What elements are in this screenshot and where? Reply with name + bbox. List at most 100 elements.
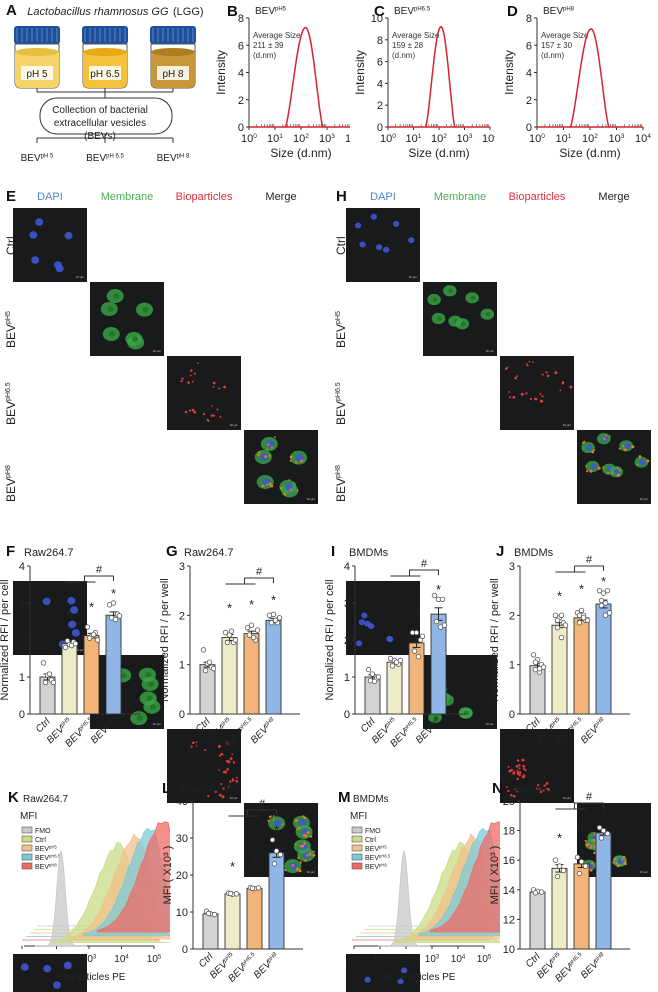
- significance-star: *: [230, 859, 235, 874]
- micrograph-membrane-row-1: 10 μm: [90, 282, 164, 356]
- row-label-ph5: BEVpH5: [4, 311, 18, 348]
- x-category-label: BEVpH8: [579, 716, 609, 746]
- column-header-merge: Merge: [265, 191, 297, 203]
- svg-text:(d.nm): (d.nm): [541, 51, 564, 60]
- scale-bar: 10 μm: [229, 423, 238, 427]
- svg-text:2: 2: [526, 95, 532, 107]
- svg-text:104: 104: [451, 954, 466, 965]
- scale-bar: 10 μm: [75, 648, 84, 652]
- svg-text:2: 2: [344, 635, 350, 647]
- scale-bar: 10 μm: [306, 497, 315, 501]
- svg-text:104: 104: [635, 133, 651, 145]
- collection-box: [39, 97, 173, 135]
- svg-text:101: 101: [373, 954, 388, 965]
- x-axis-label: BioParticles PE: [387, 972, 456, 983]
- svg-text:14: 14: [503, 885, 515, 897]
- svg-text:(d.nm): (d.nm): [392, 51, 415, 60]
- svg-text:2: 2: [509, 610, 515, 622]
- svg-text:4: 4: [344, 561, 350, 573]
- bar-bev-ph8: [265, 611, 283, 715]
- average-size-value: 157 ± 30: [541, 41, 573, 50]
- legend-swatch: [21, 844, 33, 852]
- svg-text:3: 3: [509, 561, 515, 573]
- y-axis-label: Normalized RFI / per cell: [0, 579, 11, 700]
- bar-bev-ph6-5: [573, 854, 590, 950]
- svg-text:103: 103: [82, 954, 97, 965]
- hash-significance: #: [96, 564, 103, 576]
- bar-bev-ph5: [386, 655, 404, 715]
- panel-a-title: Lactobacillus rhamnosus GG: [27, 6, 169, 18]
- bar-bev-ph6-5: [408, 629, 426, 715]
- culture-jar-3: pH 8: [150, 26, 196, 92]
- chart-subtitle: MFI: [20, 811, 37, 822]
- svg-text:10: 10: [371, 13, 383, 25]
- legend-swatch: [351, 853, 363, 861]
- legend-label: BEVpH8: [35, 863, 57, 871]
- svg-text:20: 20: [503, 796, 515, 808]
- svg-text:0: 0: [19, 709, 25, 721]
- svg-text:12: 12: [503, 914, 515, 926]
- significance-star: *: [579, 826, 584, 841]
- svg-text:4: 4: [19, 561, 25, 573]
- panel-label-i: I: [331, 543, 335, 560]
- svg-text:pH 5: pH 5: [26, 69, 48, 80]
- svg-text:0: 0: [19, 954, 25, 965]
- micrograph-membrane-row-2: 10 μm: [90, 655, 164, 729]
- significance-star: *: [274, 822, 279, 837]
- svg-text:102: 102: [293, 133, 309, 145]
- svg-text:104: 104: [114, 954, 129, 965]
- bar-bev-ph8: [595, 587, 613, 715]
- svg-text:4: 4: [526, 68, 532, 80]
- svg-text:3: 3: [344, 598, 350, 610]
- legend-label: FMO: [35, 828, 51, 835]
- bar-bev-ph8: [105, 600, 123, 715]
- panel-e-microscopy: E DAPI Membrane Bioparticles Merge Ctrl 10 μm 1…: [0, 188, 325, 992]
- scale-bar: 10 μm: [639, 870, 648, 874]
- svg-text:104: 104: [482, 133, 495, 145]
- bev-output-1: BEVpH 5: [21, 153, 54, 164]
- y-axis-label: Normalized RFI / per cell: [325, 579, 336, 700]
- hash-significance: #: [256, 566, 263, 578]
- legend-label: BEVpH5: [365, 845, 387, 853]
- chart-title: Raw264.7: [184, 547, 234, 559]
- svg-text:4: 4: [238, 68, 244, 80]
- svg-text:103: 103: [457, 133, 473, 145]
- svg-text:101: 101: [556, 133, 572, 145]
- column-header-merge: Merge: [598, 191, 630, 203]
- bar-bev-ph5: [551, 612, 569, 715]
- bar-ctrl: [364, 666, 382, 715]
- x-category-label: BEVpH8: [252, 951, 282, 981]
- significance-star: *: [89, 599, 94, 614]
- svg-text:1: 1: [19, 672, 25, 684]
- micrograph-dapi-row-3: 10 μm: [13, 954, 87, 992]
- micrograph-bioparticles-row-2: 10 μm: [167, 729, 241, 803]
- average-size-value: 211 ± 39: [253, 41, 284, 50]
- bar-bev-ph8: [268, 837, 285, 950]
- average-size-label: Average Size: [541, 31, 589, 40]
- bar-bev-ph6-5: [573, 607, 591, 715]
- scale-bar: 10 μm: [639, 497, 648, 501]
- svg-text:103: 103: [609, 133, 625, 145]
- size-distribution-curve: [424, 26, 456, 128]
- svg-text:pH 8: pH 8: [162, 69, 184, 80]
- micrograph-membrane-row-1: 10 μm: [423, 282, 497, 356]
- chart-subtitle: MFI: [350, 811, 367, 822]
- svg-text:8: 8: [377, 35, 383, 47]
- bar-bev-ph8: [430, 592, 448, 715]
- panel-h-microscopy: H DAPI Membrane Bioparticles Merge Ctrl 10 μm 1…: [330, 188, 658, 992]
- bar-bev-ph5: [551, 857, 568, 950]
- svg-text:0: 0: [238, 122, 244, 134]
- x-category-label: BEVpH8: [249, 716, 279, 746]
- svg-text:1: 1: [509, 660, 515, 672]
- svg-text:104: 104: [345, 133, 350, 145]
- significance-star: *: [436, 582, 441, 597]
- svg-text:2: 2: [19, 635, 25, 647]
- column-header-membrane: Membrane: [100, 191, 154, 203]
- panel-a-title-suffix: (LGG): [172, 6, 204, 18]
- scale-bar: 10 μm: [562, 796, 571, 800]
- significance-star: *: [601, 574, 606, 589]
